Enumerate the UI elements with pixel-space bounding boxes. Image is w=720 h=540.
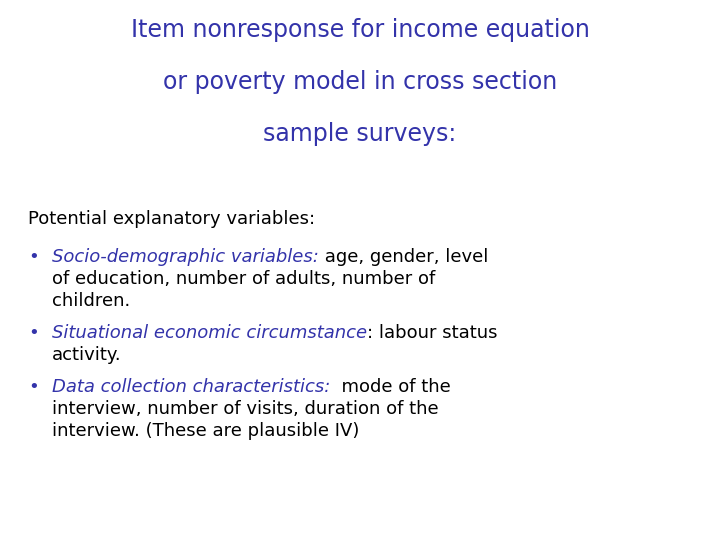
- Text: •: •: [28, 378, 39, 396]
- Text: age, gender, level: age, gender, level: [319, 248, 488, 266]
- Text: Data collection characteristics:: Data collection characteristics:: [52, 378, 330, 396]
- Text: Item nonresponse for income equation: Item nonresponse for income equation: [130, 18, 590, 42]
- Text: interview. (These are plausible IV): interview. (These are plausible IV): [52, 422, 359, 440]
- Text: •: •: [28, 248, 39, 266]
- Text: Potential explanatory variables:: Potential explanatory variables:: [28, 210, 315, 228]
- Text: : labour status: : labour status: [367, 324, 498, 342]
- Text: or poverty model in cross section: or poverty model in cross section: [163, 70, 557, 94]
- Text: Situational economic circumstance: Situational economic circumstance: [52, 324, 367, 342]
- Text: sample surveys:: sample surveys:: [264, 122, 456, 146]
- Text: activity.: activity.: [52, 346, 122, 364]
- Text: of education, number of adults, number of: of education, number of adults, number o…: [52, 270, 436, 288]
- Text: children.: children.: [52, 292, 130, 310]
- Text: mode of the: mode of the: [330, 378, 451, 396]
- Text: Socio-demographic variables:: Socio-demographic variables:: [52, 248, 319, 266]
- Text: interview, number of visits, duration of the: interview, number of visits, duration of…: [52, 400, 438, 418]
- Text: •: •: [28, 324, 39, 342]
